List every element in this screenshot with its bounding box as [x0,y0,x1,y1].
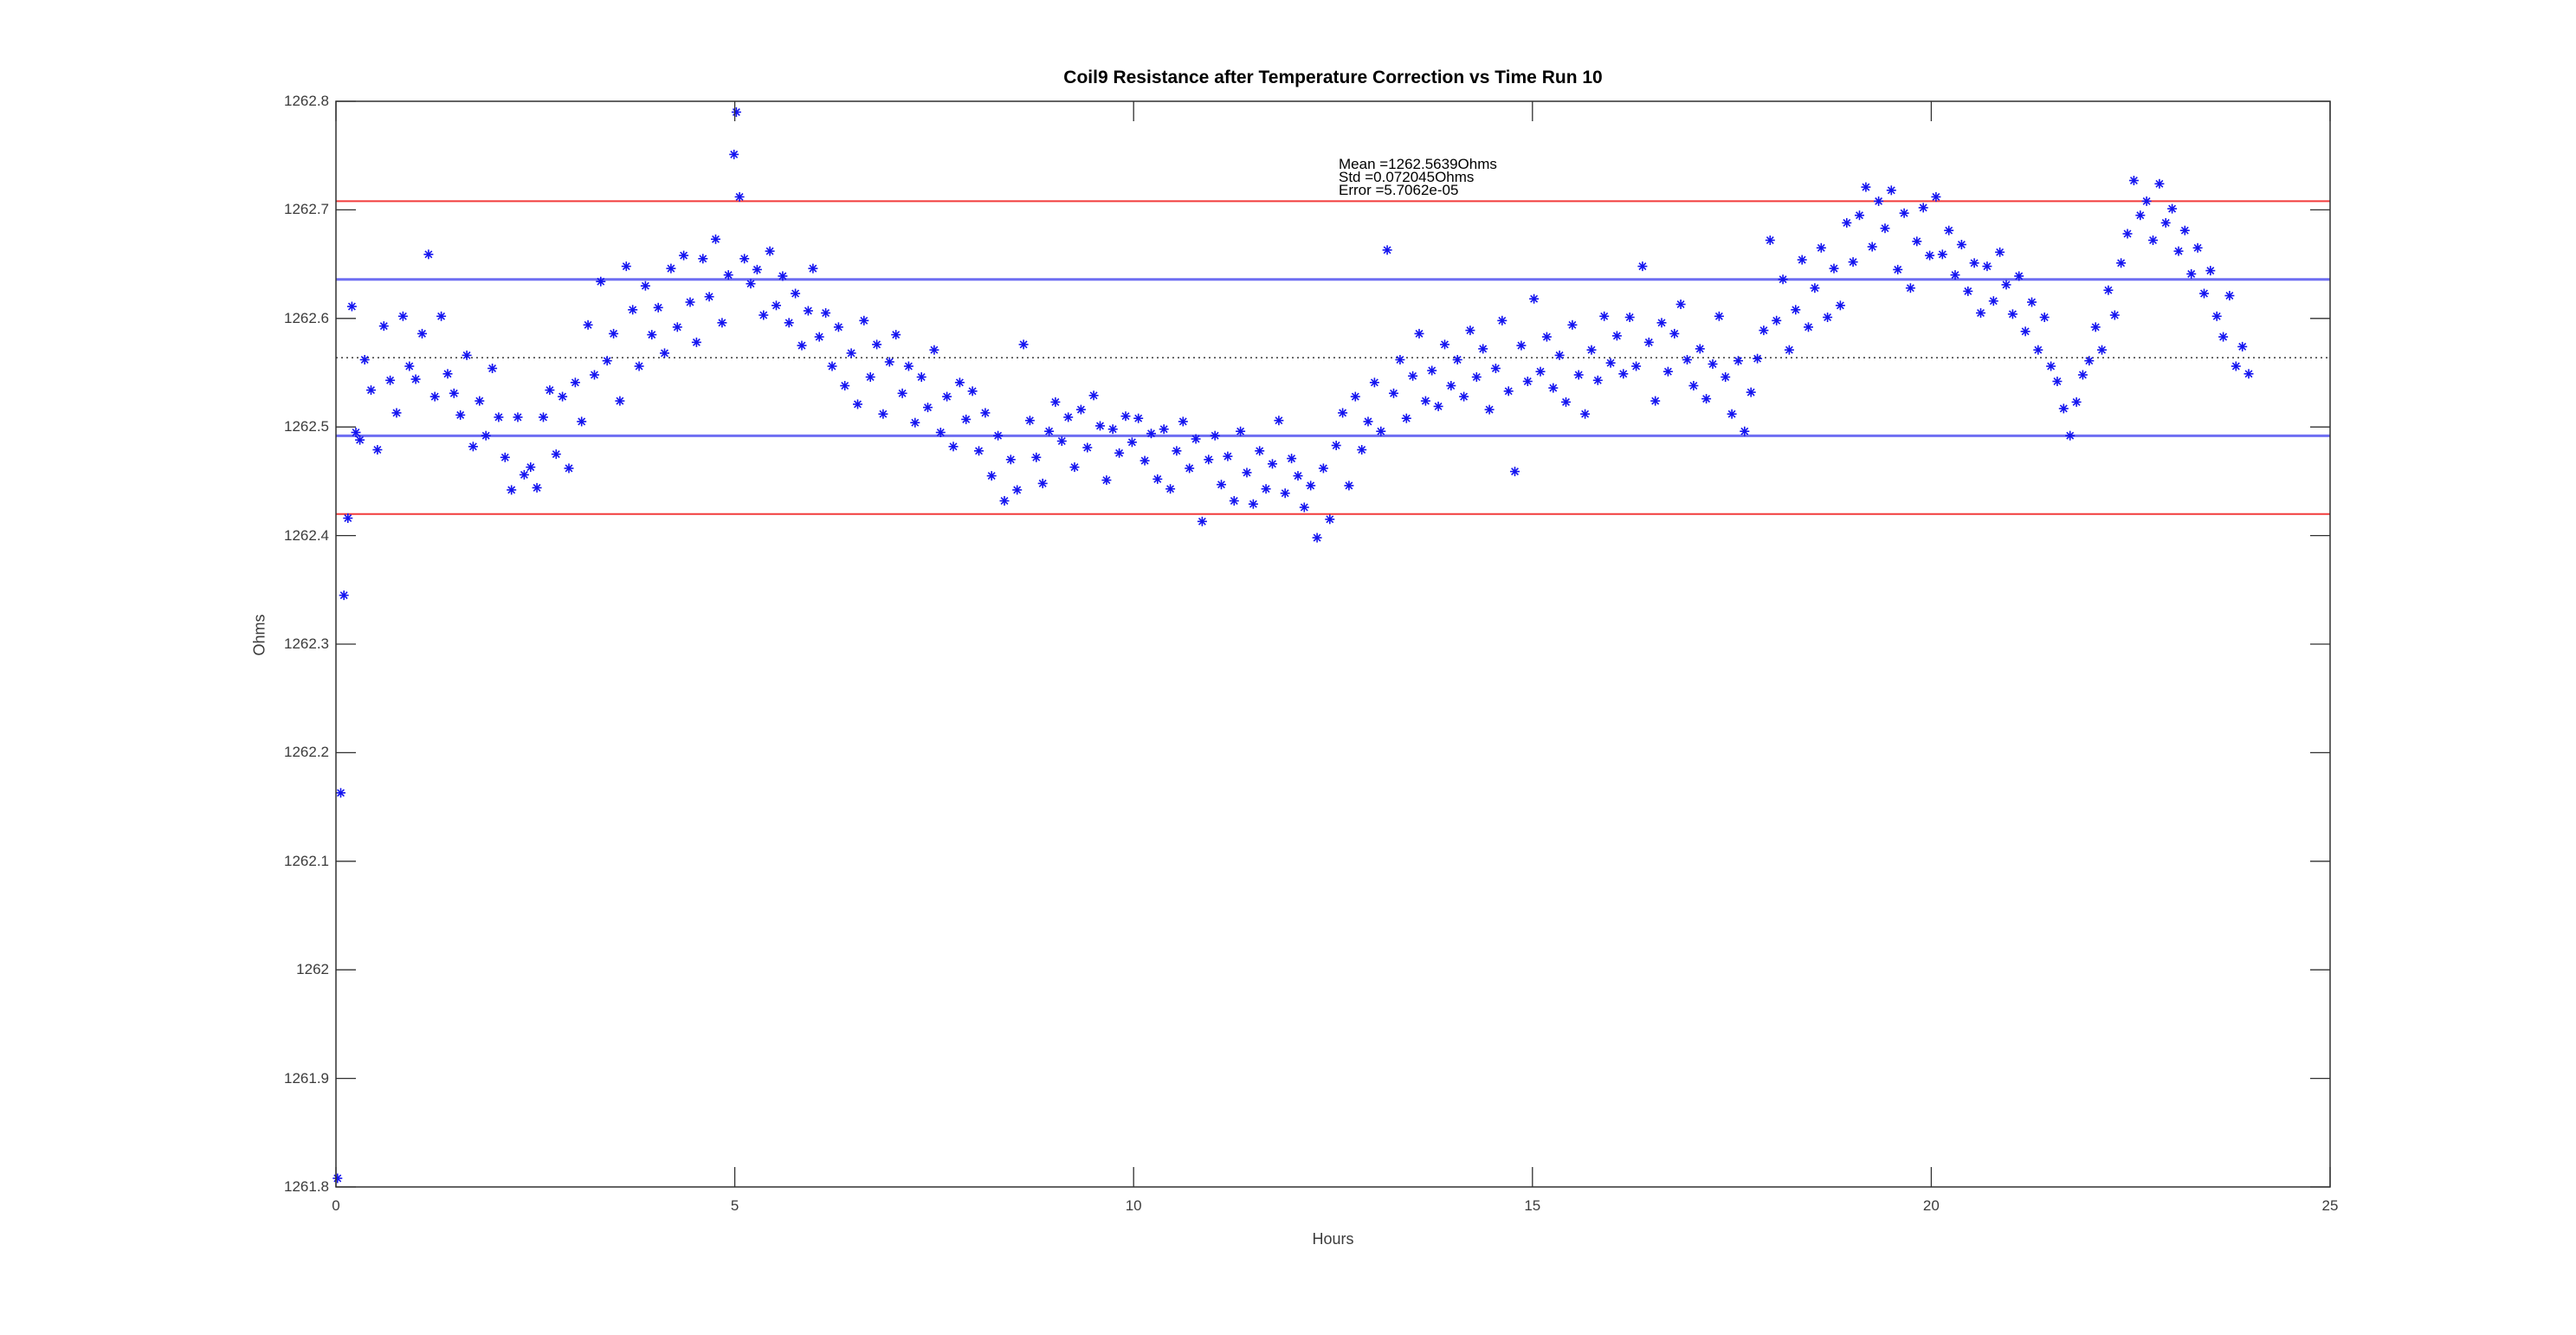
x-tick-label: 5 [730,1197,739,1214]
y-tick-label: 1262.5 [284,418,329,435]
y-tick-label: 1262.6 [284,309,329,326]
y-tick-label: 1262.7 [284,201,329,218]
x-tick-label: 15 [1524,1197,1541,1214]
y-tick-label: 1262 [296,961,329,978]
y-tick-label: 1262.4 [284,526,329,544]
y-tick-label: 1261.8 [284,1178,329,1195]
y-tick-label: 1262.1 [284,852,329,869]
stats-annotation: Mean =1262.5639Ohms Std =0.072045Ohms Er… [1339,156,1497,198]
y-tick-label: 1262.2 [284,744,329,761]
x-tick-label: 25 [2321,1197,2339,1214]
scatter-series [332,106,2255,1184]
axis-ticks [335,100,2331,1188]
axes-box [335,100,2331,1188]
x-axis-label: Hours [1312,1230,1354,1248]
chart-title: Coil9 Resistance after Temperature Corre… [1063,68,1603,87]
x-tick-label: 10 [1125,1197,1142,1214]
error-value-text: Error =5.7062e-05 [1339,182,1459,198]
mean-value-text: Mean =1262.5639Ohms [1339,156,1497,172]
y-tick-label: 1262.8 [284,93,329,109]
std-value-text: Std =0.072045Ohms [1339,169,1475,185]
y-tick-label: 1261.9 [284,1069,329,1087]
x-tick-label: 0 [332,1197,340,1214]
x-tick-label: 20 [1922,1197,1940,1214]
y-tick-label: 1262.3 [284,635,329,652]
